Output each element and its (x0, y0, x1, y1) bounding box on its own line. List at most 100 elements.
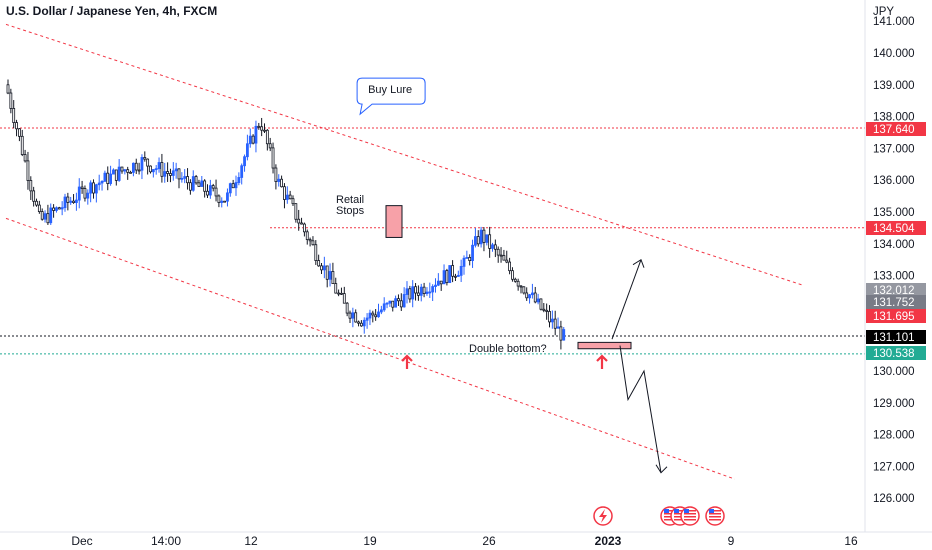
flag-stripe (664, 513, 676, 515)
flag-stripe (709, 510, 721, 512)
candle (57, 206, 61, 210)
candle (94, 183, 98, 203)
candle (9, 88, 13, 114)
currency-label: JPY (873, 6, 894, 18)
candle (75, 192, 78, 211)
lightning-glyph (599, 509, 607, 523)
candle-body (268, 143, 272, 149)
candle (280, 175, 284, 188)
candle (302, 222, 306, 237)
candle (208, 179, 212, 199)
candle-body (508, 261, 512, 272)
candle-body (342, 293, 346, 304)
candle-body (240, 165, 244, 178)
candles (6, 79, 566, 350)
candle-body (271, 147, 275, 169)
candle-body (445, 270, 449, 284)
candle (499, 247, 503, 263)
candle-body (220, 200, 224, 203)
candle-body (473, 236, 477, 246)
candle (482, 227, 486, 252)
candle-body (274, 167, 278, 182)
candle (143, 151, 147, 162)
candle-body (314, 244, 318, 261)
candle (217, 194, 221, 208)
candle-body (550, 318, 554, 323)
candle-body (226, 192, 229, 202)
candle-body (60, 207, 64, 210)
candle-body (174, 168, 178, 172)
candle-body (265, 129, 269, 145)
candle-body (485, 234, 489, 243)
flag-stripe (664, 516, 676, 518)
candle (311, 236, 315, 246)
candle-body (482, 229, 486, 243)
candle (97, 174, 101, 191)
candle-body (37, 204, 41, 213)
candle-body (206, 190, 209, 196)
candle-body (559, 326, 563, 341)
candle-body (251, 135, 255, 144)
flag-canton (709, 509, 714, 513)
price-axis: 126.000127.000128.000129.000130.000131.0… (873, 16, 915, 505)
flag-stripe (674, 516, 686, 518)
candle-body (57, 207, 61, 210)
price-tick-label: 136.000 (873, 175, 915, 187)
candle (479, 226, 483, 248)
channel-lines (5, 23, 803, 480)
price-tick-label: 138.000 (873, 112, 915, 124)
candle (297, 209, 301, 231)
candle (103, 170, 107, 182)
candle-body (257, 125, 261, 128)
candle (354, 309, 358, 323)
candle (397, 294, 400, 307)
candle (254, 120, 258, 153)
candle-body (542, 308, 546, 311)
candle-body (505, 259, 509, 263)
candle (112, 168, 115, 175)
candle-body (32, 190, 36, 202)
candle (263, 123, 266, 133)
candle (274, 164, 278, 190)
candle-body (194, 176, 198, 184)
candle (359, 320, 363, 327)
candle (345, 302, 349, 317)
candle (223, 200, 227, 203)
candle-body (100, 180, 104, 184)
candle-body (439, 280, 443, 285)
candle-body (545, 309, 549, 312)
candle-body (40, 211, 44, 220)
candle-body (280, 178, 284, 188)
candle-body (23, 154, 27, 162)
candle-body (374, 314, 378, 318)
candle (126, 166, 130, 180)
candle (257, 122, 261, 130)
candle-body (180, 177, 184, 180)
flag-canton (684, 509, 689, 513)
candle (83, 185, 87, 202)
candle (114, 169, 118, 186)
candle (183, 169, 187, 184)
price-badge: 134.504 (866, 221, 926, 235)
flag-stripe (684, 510, 696, 512)
price-badge: 131.695 (866, 309, 926, 323)
candle-body (171, 170, 175, 176)
candle-body (49, 207, 53, 224)
candle (562, 327, 566, 341)
candle-body (283, 186, 286, 200)
projection-down-line (619, 345, 662, 473)
candle-body (408, 288, 412, 300)
candle-body (305, 231, 309, 241)
candle (277, 174, 281, 187)
candle-body (109, 173, 112, 184)
candle (211, 183, 215, 192)
time-tick-label: Dec (71, 534, 92, 548)
candle (117, 159, 121, 182)
candle (442, 264, 446, 285)
candle (533, 286, 537, 304)
candle-body (385, 302, 389, 305)
candle (171, 162, 175, 181)
candle-body (106, 172, 110, 184)
candle-body (471, 244, 474, 261)
